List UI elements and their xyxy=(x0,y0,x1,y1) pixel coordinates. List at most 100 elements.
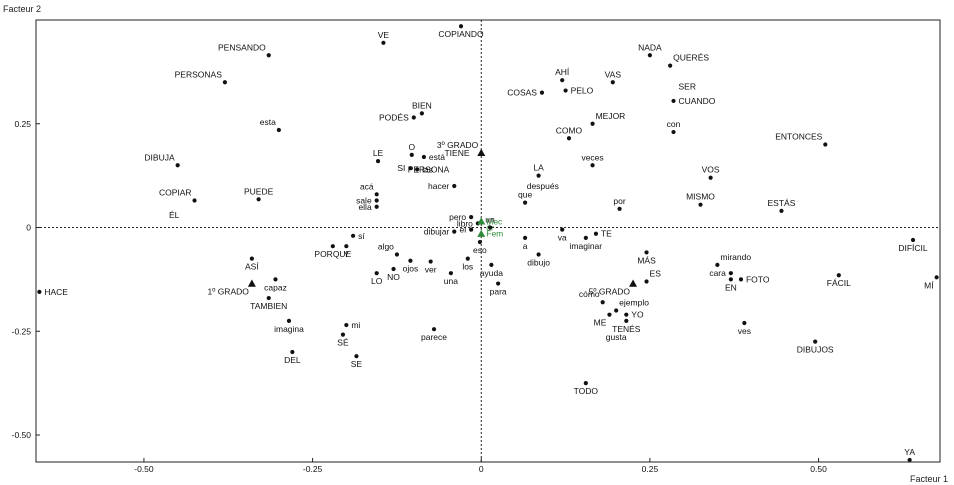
data-point xyxy=(671,129,676,135)
point-label: hacer xyxy=(428,181,449,191)
point-label: ves xyxy=(738,326,751,336)
plot-frame xyxy=(35,19,941,463)
data-point xyxy=(610,80,615,85)
data-point xyxy=(411,115,416,120)
data-point xyxy=(560,78,565,83)
data-point xyxy=(222,80,227,85)
point-label: LE xyxy=(373,148,384,158)
data-point xyxy=(266,295,271,301)
point-label: un xyxy=(485,215,495,225)
point-label: PERSONAS xyxy=(175,69,223,79)
point-label: EN xyxy=(725,282,737,292)
point-label: TE xyxy=(601,229,612,239)
data-point xyxy=(266,53,271,58)
data-point xyxy=(536,252,541,257)
data-point-triangle xyxy=(247,279,256,287)
point-label: ME xyxy=(594,318,607,328)
data-point xyxy=(566,136,572,141)
data-point xyxy=(742,320,747,326)
data-point xyxy=(330,244,335,249)
data-point xyxy=(394,252,400,257)
point-label: VOS xyxy=(702,165,720,175)
point-label: SÉ xyxy=(337,338,349,348)
point-label: imagina xyxy=(274,324,304,334)
point-label: los xyxy=(462,262,473,272)
data-point xyxy=(448,271,453,276)
data-point xyxy=(350,233,356,238)
point-label: TAMBIEN xyxy=(250,301,287,311)
point-label: una xyxy=(444,276,458,286)
point-label: las xyxy=(422,164,433,174)
point-label: SI xyxy=(397,163,405,173)
point-label: COMO xyxy=(556,125,583,135)
point-label: ver xyxy=(425,265,437,275)
data-point xyxy=(421,154,427,160)
data-point xyxy=(276,127,281,133)
point-label: dibujo xyxy=(527,257,550,267)
point-label: TIENE xyxy=(444,148,469,158)
data-point xyxy=(728,277,733,282)
data-point xyxy=(354,354,359,359)
point-label: COSAS xyxy=(507,88,537,98)
data-point xyxy=(539,90,545,95)
data-point xyxy=(779,208,784,214)
data-point-triangle xyxy=(477,148,486,157)
point-label: mi xyxy=(351,320,360,330)
point-label: QUERÉS xyxy=(673,53,709,63)
data-point xyxy=(249,256,254,261)
y-tick-label: 0.25 xyxy=(14,119,31,129)
data-point xyxy=(600,300,605,305)
data-point xyxy=(375,159,381,164)
data-point xyxy=(452,229,457,234)
data-point xyxy=(624,318,629,323)
point-label: sí xyxy=(358,231,365,241)
point-label: ojos xyxy=(403,264,419,274)
data-point xyxy=(465,256,470,261)
data-point xyxy=(617,206,622,211)
point-label: con xyxy=(667,119,681,129)
data-point xyxy=(458,24,464,29)
y-tick-label: -0.50 xyxy=(12,430,32,440)
data-point xyxy=(175,163,180,168)
point-label: CUANDO xyxy=(679,96,716,106)
data-point xyxy=(647,53,653,58)
data-point xyxy=(496,281,501,286)
data-point xyxy=(408,258,413,263)
point-label: ÉL xyxy=(169,210,180,220)
point-label: esta xyxy=(260,117,276,127)
y-tick-label: -0.25 xyxy=(12,326,32,336)
point-label: 5º GRADO xyxy=(589,287,631,297)
data-point xyxy=(489,262,494,267)
data-point xyxy=(273,277,278,282)
point-label: sale xyxy=(356,196,372,206)
point-label: el xyxy=(460,225,467,235)
point-label: VE xyxy=(378,30,390,40)
point-label: MISMO xyxy=(686,192,715,202)
point-label: COPIANDO xyxy=(438,29,484,39)
point-label: LA xyxy=(533,163,544,173)
data-point xyxy=(344,322,349,328)
data-point xyxy=(431,327,437,332)
point-label: PODÉS xyxy=(379,113,409,123)
data-point xyxy=(256,197,261,202)
point-label: AHÍ xyxy=(555,67,570,77)
point-label: TODO xyxy=(574,386,599,396)
point-label: YA xyxy=(904,447,915,457)
point-label: LO xyxy=(371,276,383,286)
point-label: PENSANDO xyxy=(218,42,266,52)
point-label: acá xyxy=(360,181,374,191)
data-point xyxy=(536,173,541,178)
x-tick-label: -0.25 xyxy=(303,464,323,474)
data-point xyxy=(192,198,197,203)
data-point xyxy=(409,152,414,157)
point-label: HACE xyxy=(44,287,68,297)
data-point xyxy=(668,63,673,68)
data-point xyxy=(286,318,292,323)
data-point-triangle xyxy=(629,279,638,287)
point-label: ella xyxy=(358,202,372,212)
point-label: ejemplo xyxy=(619,298,649,308)
data-point xyxy=(813,339,818,344)
point-label: ENTONCES xyxy=(775,132,822,142)
data-point xyxy=(408,166,413,171)
point-label: gusta xyxy=(606,332,627,342)
